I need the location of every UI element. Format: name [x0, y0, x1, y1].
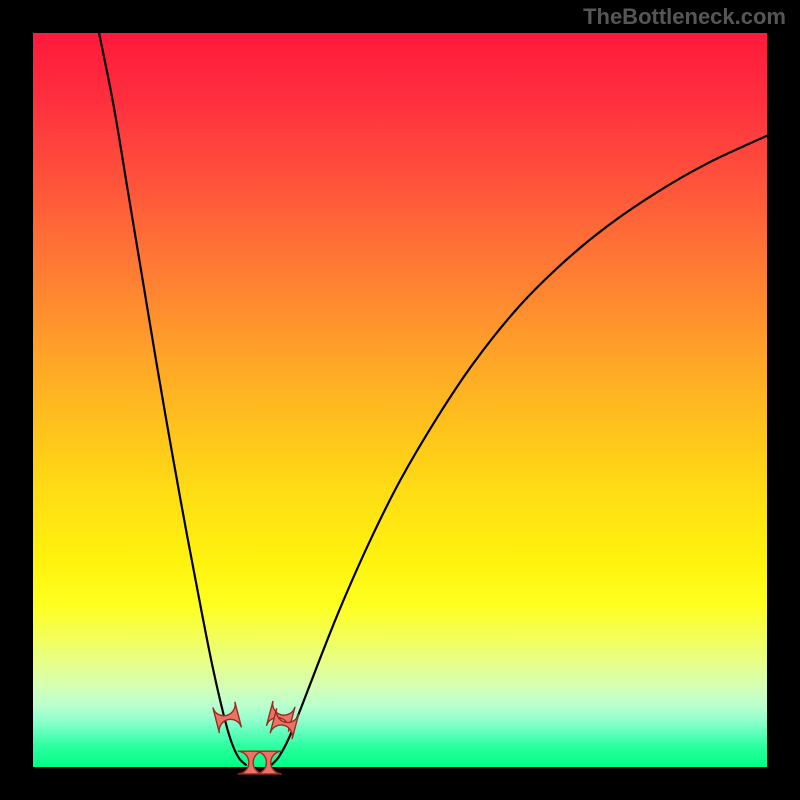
- watermark-text: TheBottleneck.com: [583, 4, 786, 30]
- bottleneck-curve-chart: [0, 0, 800, 800]
- chart-gradient-background: [33, 33, 767, 767]
- chart-container: TheBottleneck.com: [0, 0, 800, 800]
